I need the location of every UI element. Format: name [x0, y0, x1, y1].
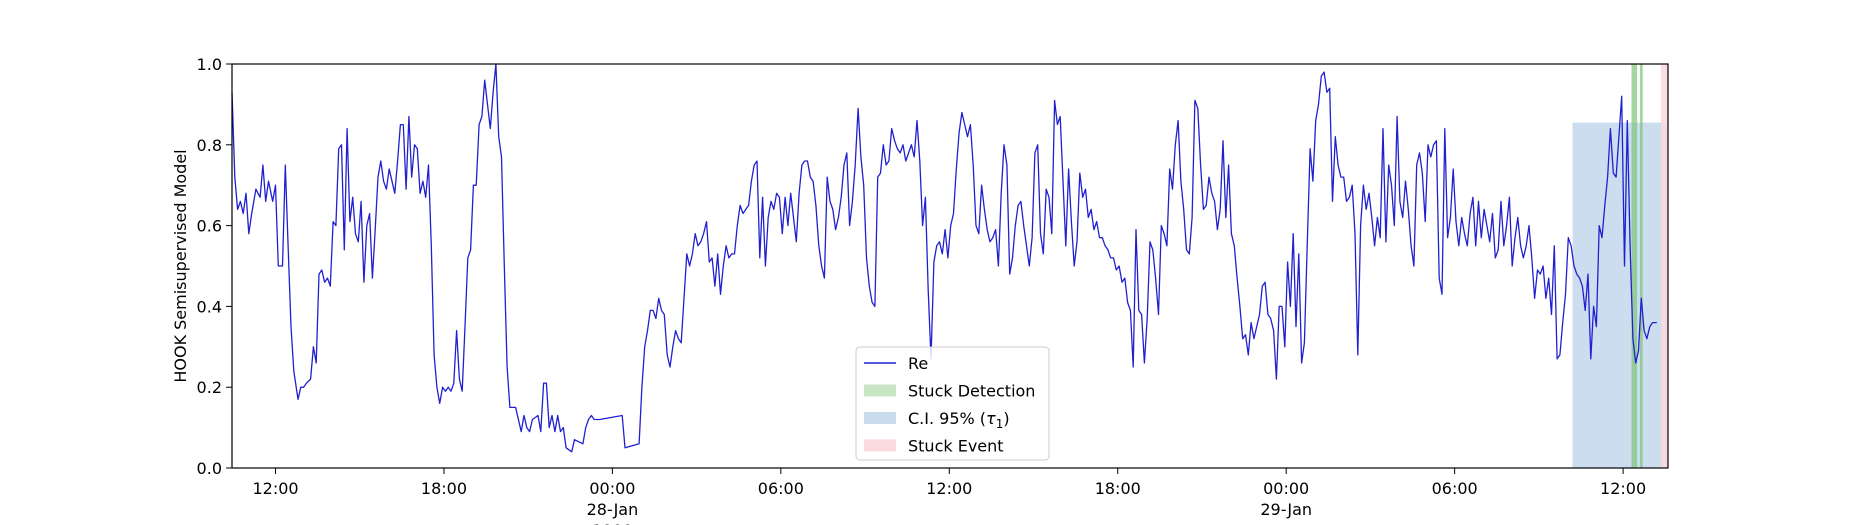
y-tick-label: 1.0 [197, 55, 222, 74]
series-layer [231, 63, 1657, 453]
x-tick-label: 28-Jan [587, 500, 639, 519]
legend-swatch-patch [864, 384, 896, 397]
x-axis: 12:00 18:00 00:00 28-Jan 1900 06:00 12:00 18:00… [252, 468, 1646, 525]
y-tick-label: 0.6 [197, 217, 222, 236]
x-tick-label: 00:00 [589, 479, 635, 498]
x-tick-label: 12:00 [926, 479, 972, 498]
stuck-detection-region [1631, 64, 1638, 468]
x-tick-label: 18:00 [421, 479, 467, 498]
x-tick-label: 12:00 [252, 479, 298, 498]
series-line-re [231, 63, 1657, 453]
x-tick-label: 1900 [592, 521, 633, 525]
y-axis-label: HOOK Semisupervised Model [171, 149, 190, 382]
stuck-event-region [1660, 64, 1668, 468]
legend-entry-label: C.I. 95% (τ1) [908, 409, 1010, 431]
y-tick-label: 0.8 [197, 136, 222, 155]
legend-entry-label: Stuck Detection [908, 382, 1035, 401]
x-tick-label: 06:00 [1432, 479, 1478, 498]
y-tick-label: 0.0 [197, 459, 222, 478]
x-tick-label: 18:00 [1095, 479, 1141, 498]
legend: Re Stuck Detection C.I. 95% (τ1) Stuck Even… [855, 346, 1050, 461]
legend-entry-label: Stuck Event [908, 437, 1004, 456]
y-tick-label: 0.2 [197, 378, 222, 397]
plot-frame [231, 63, 1669, 469]
y-axis: 0.0 0.2 0.4 0.6 0.8 1.0 [197, 55, 232, 478]
legend-box [855, 346, 1050, 461]
legend-swatch-patch [864, 439, 896, 452]
legend-swatch-patch [864, 412, 896, 424]
x-tick-label: 12:00 [1600, 479, 1646, 498]
legend-entry-label: Re [908, 354, 928, 373]
y-tick-label: 0.4 [197, 297, 222, 316]
x-tick-label: 06:00 [758, 479, 804, 498]
stuck-detection-region [1639, 64, 1643, 468]
x-tick-label: 00:00 [1263, 479, 1309, 498]
x-tick-label: 29-Jan [1260, 500, 1312, 519]
